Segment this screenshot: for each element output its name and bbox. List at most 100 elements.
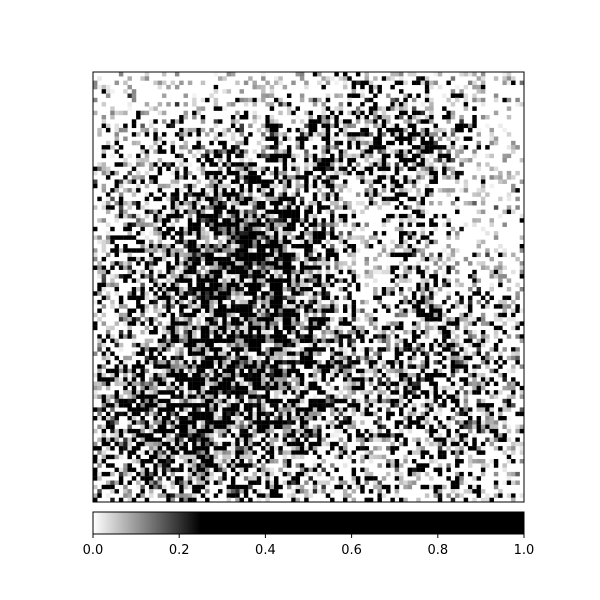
heatmap-cell — [213, 213, 219, 219]
heatmap-cell — [136, 222, 141, 227]
heatmap-cell — [299, 119, 305, 124]
heatmap-cell — [110, 261, 115, 266]
heatmap-cell — [511, 317, 516, 322]
heatmap-cell — [295, 377, 301, 382]
heatmap-cell — [196, 385, 201, 391]
heatmap-cell — [127, 394, 132, 399]
heatmap-cell — [330, 136, 335, 141]
heatmap-cell — [213, 132, 219, 137]
heatmap-cell — [368, 201, 374, 206]
heatmap-cell — [222, 411, 227, 417]
heatmap-cell — [325, 308, 331, 313]
heatmap-cell — [161, 72, 167, 77]
heatmap-cell — [256, 256, 262, 262]
heatmap-cell — [511, 149, 516, 154]
heatmap-cell — [149, 360, 154, 365]
heatmap-cell — [347, 158, 352, 163]
heatmap-cell — [351, 411, 357, 417]
heatmap-cell — [291, 196, 296, 202]
heatmap-cell — [205, 175, 210, 180]
heatmap-cell — [480, 226, 486, 232]
heatmap-cell — [472, 291, 477, 296]
heatmap-cell — [140, 347, 145, 352]
heatmap-cell — [308, 308, 313, 313]
heatmap-cell — [153, 132, 158, 137]
heatmap-cell — [446, 269, 451, 275]
heatmap-cell — [209, 407, 214, 412]
heatmap-cell — [407, 196, 413, 202]
heatmap-cell — [411, 235, 417, 240]
heatmap-cell — [299, 239, 305, 245]
heatmap-cell — [515, 325, 520, 331]
heatmap-cell — [252, 338, 257, 344]
heatmap-cell — [511, 325, 516, 331]
heatmap-cell — [330, 153, 335, 159]
heatmap-cell — [140, 226, 145, 232]
heatmap-cell — [205, 338, 210, 344]
heatmap-cell — [377, 433, 382, 438]
heatmap-cell — [226, 213, 232, 219]
heatmap-cell — [179, 269, 184, 275]
heatmap-cell — [502, 424, 507, 430]
heatmap-cell — [446, 136, 451, 141]
heatmap-cell — [261, 291, 266, 296]
heatmap-cell — [131, 342, 137, 348]
heatmap-cell — [476, 132, 482, 137]
heatmap-cell — [325, 304, 331, 309]
heatmap-cell — [420, 368, 426, 374]
heatmap-cell — [179, 308, 184, 313]
heatmap-cell — [342, 364, 348, 369]
heatmap-cell — [170, 317, 176, 322]
heatmap-cell — [261, 244, 266, 249]
heatmap-cell — [407, 355, 413, 361]
heatmap-cell — [97, 394, 102, 399]
heatmap-cell — [239, 248, 244, 253]
heatmap-cell — [230, 269, 236, 275]
heatmap-cell — [347, 231, 352, 236]
heatmap-cell — [110, 334, 115, 339]
heatmap-cell — [239, 411, 244, 417]
heatmap-cell — [274, 175, 279, 180]
heatmap-cell — [463, 360, 469, 365]
heatmap-cell — [248, 209, 253, 215]
heatmap-cell — [230, 226, 236, 232]
heatmap-cell — [153, 278, 158, 283]
heatmap-cell — [291, 390, 296, 395]
heatmap-cell — [424, 106, 430, 111]
heatmap-cell — [312, 239, 318, 245]
heatmap-cell — [127, 355, 132, 361]
heatmap-cell — [149, 317, 154, 322]
heatmap-cell — [455, 209, 460, 215]
heatmap-cell — [243, 330, 249, 335]
heatmap-cell — [196, 291, 201, 296]
heatmap-cell — [342, 170, 348, 176]
heatmap-cell — [170, 235, 176, 240]
heatmap-cell — [265, 127, 270, 133]
heatmap-cell — [506, 287, 512, 292]
heatmap-cell — [213, 377, 219, 382]
heatmap-cell — [299, 269, 305, 275]
heatmap-cell — [183, 196, 188, 202]
heatmap-cell — [317, 166, 322, 172]
heatmap-cell — [274, 347, 279, 352]
heatmap-cell — [230, 192, 236, 197]
heatmap-cell — [136, 411, 141, 417]
heatmap-cell — [394, 102, 400, 107]
heatmap-cell — [239, 364, 244, 369]
heatmap-cell — [278, 291, 283, 296]
heatmap-cell — [209, 312, 214, 318]
heatmap-cell — [269, 287, 275, 292]
heatmap-cell — [304, 132, 309, 137]
heatmap-cell — [209, 304, 214, 309]
heatmap-cell — [511, 385, 516, 391]
heatmap-cell — [407, 330, 413, 335]
heatmap-cell — [153, 80, 158, 86]
heatmap-cell — [183, 239, 188, 245]
heatmap-cell — [286, 424, 292, 430]
heatmap-cell — [136, 381, 141, 387]
heatmap-cell — [269, 209, 275, 215]
heatmap-cell — [217, 119, 223, 124]
heatmap-cell — [394, 390, 400, 395]
heatmap-cell — [230, 407, 236, 412]
heatmap-cell — [149, 248, 154, 253]
